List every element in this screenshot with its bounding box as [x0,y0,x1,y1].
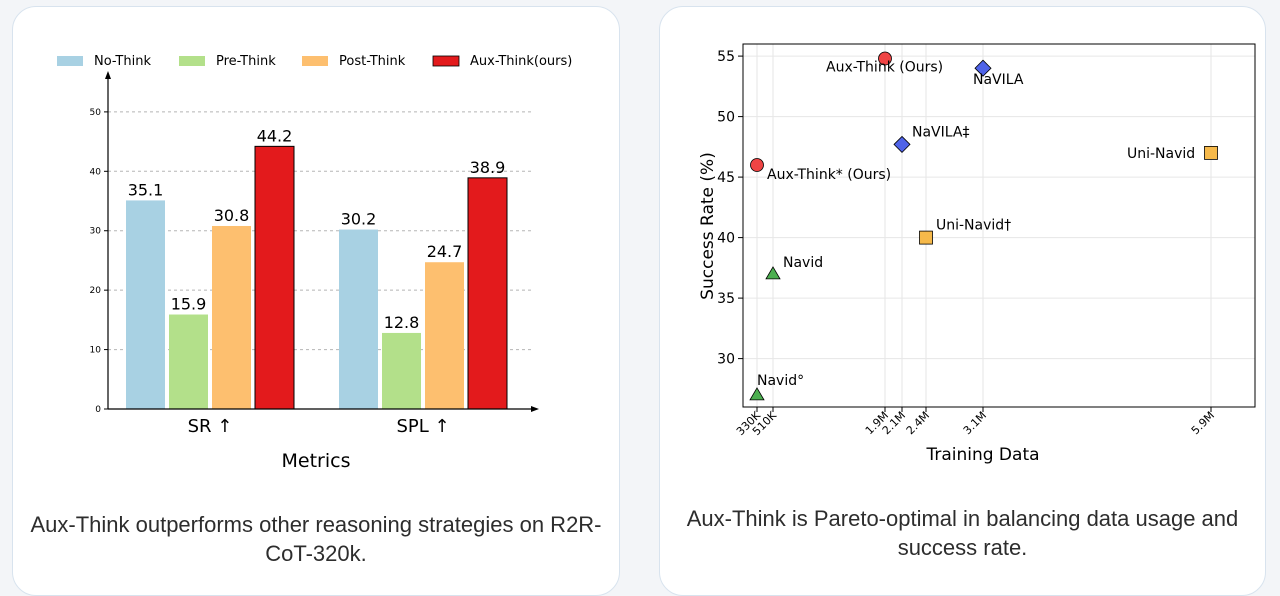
bar [126,200,165,409]
bar-chart-card: 0 10 20 30 40 50 35.1 15.9 30.8 44.2 SR ↑ 30.2 12.8 2… [12,6,620,596]
bar [169,314,208,409]
y-tick-label: 30 [717,352,735,368]
legend-swatch [57,56,83,66]
y-axis-arrow [105,71,111,79]
data-label: 38.9 [470,158,506,177]
point-label: Navid [783,255,823,271]
scatter-point [893,135,911,153]
scatter-chart-card: 330K 510K 1.9M 2.1M 2.4M 3.1M 5.9M 30 35 40 45 50 55… [659,6,1266,596]
data-label: 15.9 [171,295,207,314]
x-tick-label: SPL ↑ [396,416,449,437]
data-label: 44.2 [257,126,293,145]
bar [382,332,421,409]
bar [254,145,295,410]
plot-frame [742,43,1256,408]
legend-swatch [179,56,205,66]
legend-swatch [302,56,328,66]
scatter-point [749,387,765,401]
y-tick-label: 35 [717,291,735,307]
x-tick-label: 2.4M [904,409,932,437]
bar-chart: 0 10 20 30 40 50 35.1 15.9 30.8 44.2 SR ↑ 30.2 12.8 2… [57,54,572,472]
scatter-point [765,266,781,280]
bar-chart-caption: Aux-Think outperforms other reasoning st… [30,512,602,566]
point-label: NaVILA‡ [912,124,969,140]
legend-label: Pre-Think [216,54,276,69]
x-tick-label: 5.9M [1189,409,1217,437]
scatter-point [1204,145,1218,160]
y-tick-label: 50 [90,108,102,118]
y-tick-label: 40 [717,231,735,247]
y-tick-label: 40 [90,167,102,177]
scatter-point [750,158,764,172]
legend-label: Aux-Think(ours) [470,54,572,69]
y-tick-label: 55 [717,49,735,65]
point-label: Uni-Navid† [936,218,1011,234]
data-label: 30.2 [341,210,377,229]
y-tick-label: 45 [717,170,735,186]
bar [212,225,251,409]
y-tick-label: 0 [95,405,101,415]
scatter-point [878,51,892,66]
bar [467,177,508,410]
point-label: Aux-Think* (Ours) [767,167,891,183]
x-tick-label: 3.1M [961,409,989,437]
data-label: 35.1 [128,180,164,199]
bar [425,262,464,409]
x-tick-label: SR ↑ [188,416,233,437]
bar [339,229,378,409]
scatter-point [974,59,992,77]
x-axis-title: Training Data [925,445,1039,465]
scatter-point [919,230,933,245]
y-tick-label: 10 [90,346,102,356]
point-label: Aux-Think (Ours) [826,60,943,76]
data-label: 12.8 [384,313,420,332]
data-label: 24.7 [427,242,463,261]
y-axis-title: Success Rate (%) [698,152,718,300]
y-tick-label: 50 [717,110,735,126]
point-label: Uni-Navid [1127,146,1195,162]
point-label: NaVILA [973,72,1024,88]
legend-label: Post-Think [339,54,406,69]
legend-swatch [432,55,460,67]
legend-label: No-Think [94,54,151,69]
x-axis-title: Metrics [282,450,351,472]
point-label: Navid° [757,373,804,389]
x-axis-arrow [531,406,539,412]
data-label: 30.8 [214,206,250,225]
y-tick-label: 20 [90,286,102,296]
y-tick-label: 30 [90,227,102,237]
scatter-chart-caption: Aux-Think is Pareto-optimal in balancing… [686,506,1239,560]
